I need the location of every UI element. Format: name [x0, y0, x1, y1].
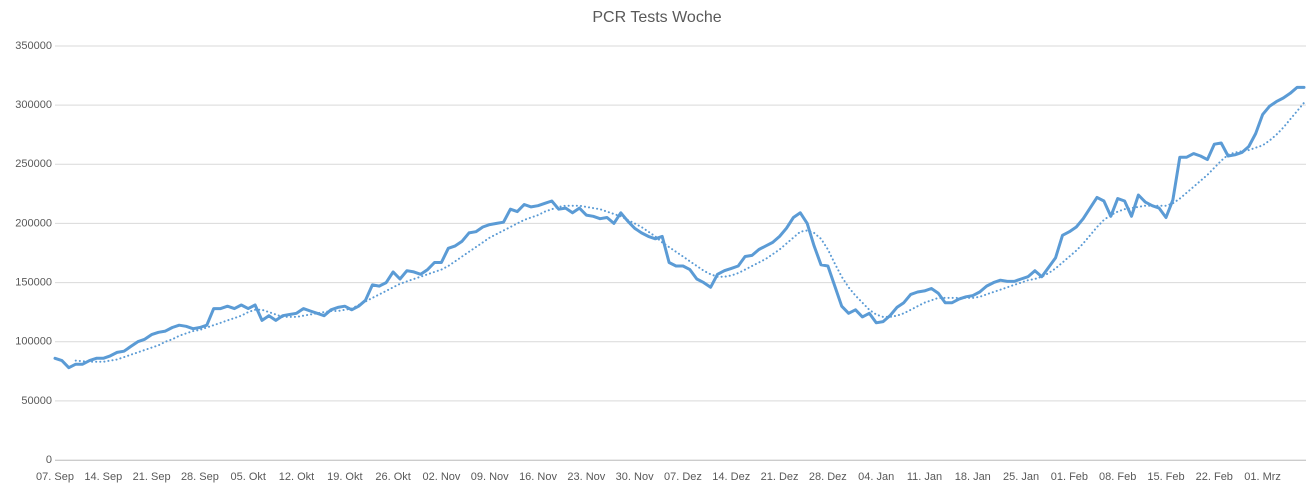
x-tick-label: 18. Jan — [955, 471, 991, 483]
x-tick-label: 21. Dez — [761, 471, 799, 483]
x-tick-label: 22. Feb — [1196, 471, 1233, 483]
data-line — [76, 103, 1304, 362]
x-tick-label: 09. Nov — [471, 471, 509, 483]
x-tick-label: 30. Nov — [616, 471, 654, 483]
data-line — [55, 87, 1304, 367]
x-tick-label: 14. Dez — [712, 471, 750, 483]
x-tick-label: 26. Okt — [375, 471, 410, 483]
y-tick-label: 150000 — [15, 276, 52, 288]
x-tick-label: 19. Okt — [327, 471, 362, 483]
y-tick-label: 300000 — [15, 99, 52, 111]
x-tick-label: 16. Nov — [519, 471, 557, 483]
x-tick-label: 15. Feb — [1147, 471, 1184, 483]
x-tick-label: 02. Nov — [422, 471, 460, 483]
x-tick-label: 05. Okt — [230, 471, 265, 483]
x-tick-label: 07. Sep — [36, 471, 74, 483]
x-tick-label: 04. Jan — [858, 471, 894, 483]
x-tick-label: 28. Dez — [809, 471, 847, 483]
y-tick-label: 350000 — [15, 40, 52, 52]
x-tick-label: 14. Sep — [84, 471, 122, 483]
x-tick-label: 25. Jan — [1003, 471, 1039, 483]
x-tick-label: 07. Dez — [664, 471, 702, 483]
x-tick-label: 11. Jan — [907, 471, 942, 483]
chart-title: PCR Tests Woche — [592, 9, 721, 26]
y-tick-label: 250000 — [15, 158, 52, 170]
y-tick-label: 200000 — [15, 217, 52, 229]
x-tick-label: 21. Sep — [133, 471, 171, 483]
x-tick-label: 01. Mrz — [1244, 471, 1281, 483]
x-tick-label: 28. Sep — [181, 471, 219, 483]
x-tick-label: 08. Feb — [1099, 471, 1136, 483]
x-tick-label: 12. Okt — [279, 471, 314, 483]
x-tick-label: 01. Feb — [1051, 471, 1088, 483]
y-tick-label: 50000 — [21, 395, 52, 407]
y-tick-label: 0 — [46, 454, 52, 466]
x-tick-label: 23. Nov — [567, 471, 605, 483]
y-tick-label: 100000 — [15, 336, 52, 348]
